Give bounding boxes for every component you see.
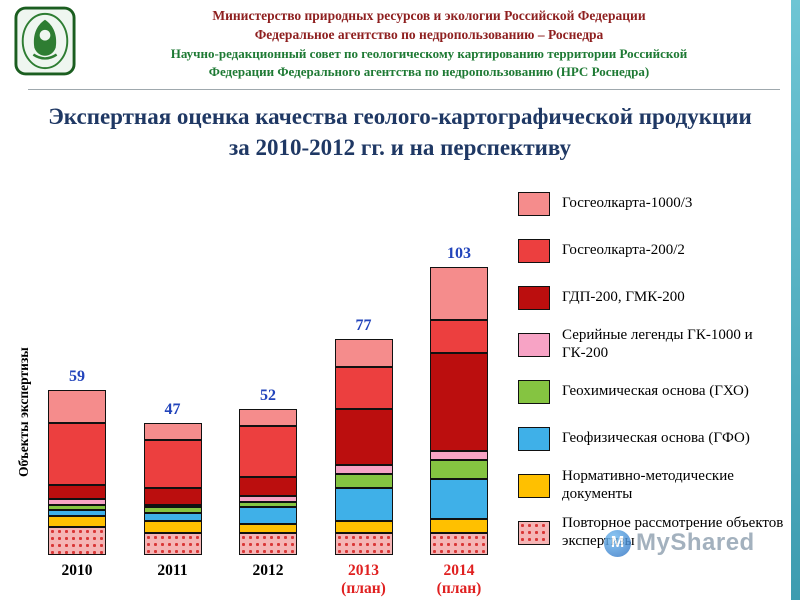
bar-segment (430, 479, 488, 519)
bar-segment (143, 423, 202, 441)
legend-label: ГДП-200, ГМК-200 (562, 288, 685, 305)
bar-segment (143, 513, 202, 522)
bar-value-label: 77 (355, 317, 372, 335)
legend-label: Госгеолкарта-200/2 (562, 241, 685, 258)
bar-segment (143, 532, 202, 555)
header-ministry-line1: Министерство природных ресурсов и эколог… (212, 8, 646, 23)
bar-segment (239, 409, 297, 427)
legend-item: Повторное рассмотрение объектов эксперти… (518, 509, 794, 556)
legend-swatch (518, 191, 550, 216)
legend-label: Серийные легенды ГК-1000 и ГК-200 (562, 327, 753, 361)
bar-segment (48, 485, 106, 500)
legend-swatch (518, 332, 550, 357)
legend-swatch (518, 426, 550, 451)
bar-stack (143, 423, 202, 555)
bar-segment (143, 487, 202, 505)
legend-label: Повторное рассмотрение объектов эксперти… (562, 515, 784, 549)
bar-segment (48, 389, 106, 424)
bar-segment (48, 515, 106, 527)
bar-segment (430, 353, 488, 452)
bar-segment (239, 532, 297, 555)
bar-segment (334, 367, 393, 410)
bar-segment (48, 527, 106, 555)
bar-segment (430, 532, 488, 555)
bar-segment (48, 423, 106, 486)
legend-item: Серийные легенды ГК-1000 и ГК-200 (518, 321, 794, 368)
bar-segment (334, 532, 393, 555)
legend-item: Геохимическая основа (ГХО) (518, 368, 794, 415)
legend-item: Нормативно-методические документы (518, 462, 794, 509)
bar-segment (430, 319, 488, 354)
bar-segment (334, 473, 393, 488)
bar-segment (334, 409, 393, 466)
bar-segment (334, 521, 393, 533)
rosnedra-emblem-svg (14, 6, 76, 76)
slide-title: Экспертная оценка качества геолого-карто… (48, 104, 752, 161)
legend-label: Госгеолкарта-1000/3 (562, 194, 693, 211)
bar-segment (334, 339, 393, 368)
bar-column: 52 2012 (239, 387, 297, 579)
slide-edge-accent (791, 0, 800, 600)
bar-value-label: 103 (447, 244, 471, 262)
chart-legend: Госгеолкарта-1000/3 Госгеолкарта-200/2 ГДП… (518, 180, 794, 556)
legend-item: Госгеолкарта-1000/3 (518, 180, 794, 227)
slide-header: Министерство природных ресурсов и эколог… (82, 7, 776, 81)
bar-stack (48, 389, 106, 555)
header-council-line1: Научно-редакционный совет по геологическ… (170, 45, 688, 61)
bar-segment (239, 476, 297, 497)
bar-value-label: 52 (260, 387, 276, 405)
legend-swatch (518, 285, 550, 310)
x-axis-label: 2013 (план) (341, 562, 386, 597)
bar-column: 47 2011 (143, 401, 202, 579)
bar-segment (430, 459, 488, 480)
bar-segment (430, 451, 488, 460)
bar-segment (334, 465, 393, 474)
bar-segment (48, 510, 106, 516)
bar-column: 77 2013 (план) (334, 317, 393, 597)
legend-swatch (518, 379, 550, 404)
legend-item: ГДП-200, ГМК-200 (518, 274, 794, 321)
bar-segment (239, 507, 297, 525)
bar-segment (48, 504, 106, 511)
bar-segment (48, 499, 106, 505)
bar-stack (430, 266, 488, 555)
bar-column: 59 2010 (48, 367, 106, 579)
bar-stack (334, 339, 393, 555)
legend-label: Геофизическая основа (ГФО) (562, 429, 750, 446)
bar-segment (430, 518, 488, 533)
legend-label: Нормативно-методические документы (562, 468, 734, 502)
header-ministry-line2: Федеральное агентство по недропользовани… (254, 26, 604, 42)
bar-value-label: 59 (69, 367, 85, 385)
y-axis-title: Объекты экспертизы (16, 347, 31, 477)
x-axis-label: 2010 (61, 562, 93, 579)
x-axis-label: 2012 (252, 562, 284, 579)
legend-label: Геохимическая основа (ГХО) (562, 382, 749, 399)
bars-plot-area: 59 2010 47 2011 52 2012 77 2013 (план) 103 2014 (пл… (48, 233, 488, 597)
x-axis-label: 2011 (157, 562, 188, 579)
legend-item: Госгеолкарта-200/2 (518, 227, 794, 274)
bar-segment (143, 440, 202, 488)
bar-segment (334, 487, 393, 522)
bar-segment (239, 501, 297, 508)
bar-segment (239, 524, 297, 533)
bar-segment (239, 496, 297, 502)
x-axis-label: 2014 (план) (436, 562, 482, 597)
legend-swatch (518, 520, 550, 545)
bar-segment (430, 266, 488, 320)
legend-swatch (518, 238, 550, 263)
bar-segment (143, 521, 202, 533)
rosnedra-emblem-icon (14, 6, 76, 76)
bar-segment (239, 426, 297, 477)
bar-stack (239, 409, 297, 555)
header-council-line2: Федерации Федерального агентства по недр… (208, 63, 650, 79)
bar-value-label: 47 (164, 401, 181, 419)
header-divider (28, 89, 780, 90)
legend-item: Геофизическая основа (ГФО) (518, 415, 794, 462)
bar-segment (143, 507, 202, 514)
legend-swatch (518, 473, 550, 498)
bar-segment (143, 504, 202, 508)
bar-column: 103 2014 (план) (430, 244, 488, 597)
stacked-bar-chart: 59 2010 47 2011 52 2012 77 2013 (план) 103 2014 (пл… (48, 233, 488, 597)
